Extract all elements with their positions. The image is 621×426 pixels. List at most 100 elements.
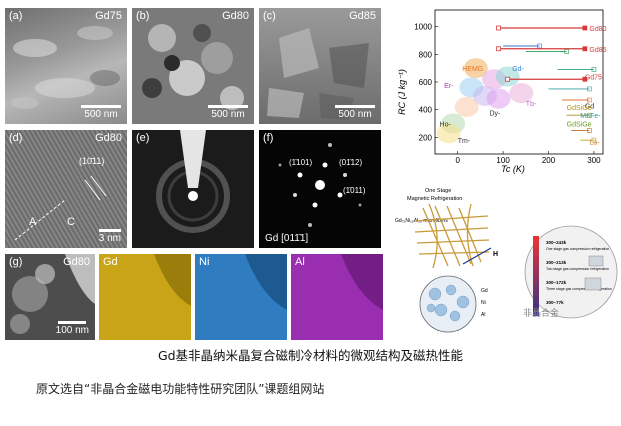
series-label: Gd85 <box>589 47 606 54</box>
x-tick-label: 0 <box>455 156 460 165</box>
stage4-range: 300~77k <box>546 300 564 305</box>
y-tick-label: 600 <box>419 78 433 87</box>
series-label: Tm- <box>458 138 471 145</box>
series-label: Gd- <box>512 66 524 73</box>
series-label: Gd <box>585 104 594 111</box>
panel-f-spot3: (1̄011) <box>343 186 366 195</box>
large-circle <box>524 225 618 319</box>
eds-map-al-label: Al <box>295 256 305 268</box>
material-range-marker <box>587 86 592 92</box>
chart-marks: Gd80 Gd85 Gd75 HEMG Gd- Er- Tb- Dy- Ho- Tm- Gd MnFe… <box>436 25 607 147</box>
material-range-marker <box>587 112 592 118</box>
panel-a-scalebar: 500 nm <box>81 105 121 120</box>
material-cluster <box>454 96 479 117</box>
panel-b-scalebar: 500 nm <box>208 105 248 120</box>
panel-b-sample: Gd80 <box>222 10 249 22</box>
legend-gd: Gd <box>481 288 488 294</box>
panel-b-scale-text: 500 nm <box>211 109 245 120</box>
eds-map-ni: Ni <box>195 254 287 340</box>
figure-caption: Gd基非晶纳米晶复合磁制冷材料的微观结构及磁热性能 <box>157 348 464 363</box>
panel-g-scalebar: 100 nm <box>56 321 89 336</box>
series-start-gd80 <box>496 25 501 31</box>
panel-f-label: (f) <box>263 132 274 144</box>
panel-c-texture <box>267 28 369 120</box>
schematic-title-1: One Stage <box>425 188 451 194</box>
panel-f-pattern <box>278 143 362 227</box>
series-end-gd85 <box>582 46 588 52</box>
panel-d-scale-text: 3 nm <box>98 233 121 244</box>
eds-map-ni-label: Ni <box>199 256 210 268</box>
saed-panel-f: (f) (1̄101) (01̄12) (1̄011) Gd [011̄1] <box>259 130 381 248</box>
figure-source: 原文选自“非晶合金磁电功能特性研究团队”课题组网站 <box>36 382 325 396</box>
field-label: H <box>493 251 498 258</box>
material-range-marker <box>537 43 542 49</box>
y-tick-label: 200 <box>419 133 433 142</box>
eds-map-gd-label: Gd <box>103 256 118 268</box>
panel-c-scale-text: 500 nm <box>338 109 372 120</box>
series-label: La- <box>589 140 600 147</box>
panel-g-sample: Gd80 <box>63 256 90 268</box>
fridge-icon-2 <box>584 277 602 291</box>
tem-panel-a: (a) Gd75 500 nm <box>5 8 127 124</box>
eds-map-gd: Gd <box>99 254 191 340</box>
series-label: Ho- <box>440 122 452 129</box>
stage3-range: 300~172k <box>546 280 567 285</box>
panel-d-lines <box>14 175 107 241</box>
field-arrow <box>462 247 492 265</box>
series-label: Tb- <box>526 101 537 108</box>
stage3-desc: Three stage gas compression refrigeratio… <box>546 287 612 291</box>
microfiber-mesh <box>414 203 490 269</box>
refrigeration-schematic: One Stage Magnetic Refrigeration Gd₇₅Ni₁… <box>395 188 618 333</box>
stage1-range: 300~243k <box>546 240 567 245</box>
series-label: GdSiGe <box>567 122 592 129</box>
y-tick-label: 400 <box>419 106 433 115</box>
panel-d-scalebar: 3 nm <box>99 229 121 244</box>
panel-b-texture <box>132 8 254 124</box>
material-range-marker <box>587 97 592 103</box>
panel-g-label: (g) <box>9 256 23 268</box>
material-cluster <box>486 88 511 109</box>
series-label: HEMG <box>462 66 483 73</box>
legend-ni: Ni <box>481 300 486 306</box>
series-label: Dy- <box>489 110 501 117</box>
eds-map-gd-texture <box>154 254 191 306</box>
panel-f-zone: Gd [011̄1] <box>265 233 309 244</box>
material-range-marker <box>591 67 597 72</box>
panel-d-mark-c: C <box>67 216 75 228</box>
series-start-gd85 <box>496 46 501 52</box>
material-cluster <box>436 123 461 144</box>
material-cluster <box>509 83 534 104</box>
stem-panel-g: (g) Gd80 100 nm <box>5 254 95 340</box>
fridge-icon-1 <box>588 255 604 267</box>
panel-e-pattern <box>156 130 230 233</box>
material-range-marker <box>587 128 592 133</box>
panel-c-sample: Gd85 <box>349 10 376 22</box>
material-range-marker <box>591 137 597 143</box>
panel-d-label: (d) <box>9 132 23 144</box>
x-tick-label: 100 <box>496 156 510 165</box>
stage2-range: 300~213k <box>546 260 567 265</box>
tem-panel-c: (c) Gd85 500 nm <box>259 8 381 124</box>
series-label: Er- <box>444 83 454 90</box>
tem-panel-b: (b) Gd80 500 nm <box>132 8 254 124</box>
fft-panel-e: (e) <box>132 130 254 248</box>
eds-map-ni-texture <box>245 254 287 310</box>
eds-map-al-texture <box>341 254 383 310</box>
temperature-bar <box>533 236 539 316</box>
material-cluster <box>463 58 488 79</box>
stage1-desc: One stage gas compression refrigeration <box>546 247 609 251</box>
material-range-marker <box>564 49 569 54</box>
panel-f-spot2: (01̄12) <box>339 158 363 167</box>
chart-xlabel: Tc (K) <box>501 164 525 174</box>
stage2-desc: Two stage gas compression refrigeration <box>546 267 609 271</box>
panel-a-label: (a) <box>9 10 23 22</box>
eds-map-al: Al <box>291 254 383 340</box>
hrtem-panel-d: (d) Gd80 (10̄11) A C 3 nm <box>5 130 127 248</box>
panel-e-label: (e) <box>136 132 150 144</box>
panel-g-texture <box>5 254 95 340</box>
series-label: Gd80 <box>589 26 606 33</box>
schematic-title-2: Magnetic Refrigeration <box>407 196 462 202</box>
panel-d-mark-a: A <box>29 216 37 228</box>
panel-a-texture <box>11 26 120 109</box>
panel-d-plane: (10̄11) <box>79 156 105 166</box>
